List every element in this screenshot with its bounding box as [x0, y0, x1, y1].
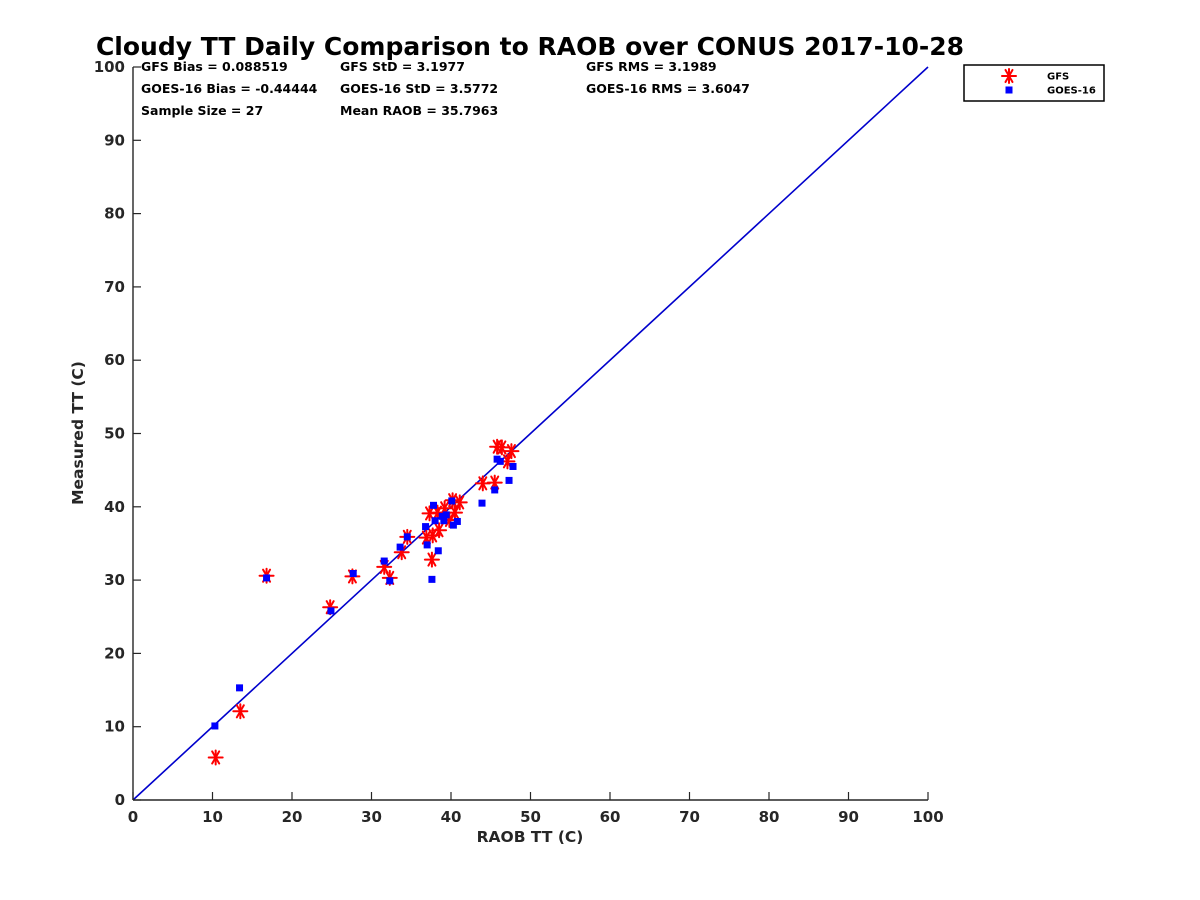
goes16-point	[380, 557, 388, 565]
stat-text: Mean RAOB = 35.7963	[340, 103, 498, 118]
y-tick-label: 100	[94, 58, 125, 76]
legend-label: GOES-16	[1047, 86, 1096, 97]
gfs-point	[423, 551, 440, 568]
goes16-point	[434, 547, 442, 555]
x-tick-label: 90	[838, 808, 859, 826]
y-tick-label: 70	[104, 278, 125, 296]
stat-text: GFS StD = 3.1977	[340, 59, 465, 74]
goes16-point	[478, 499, 486, 507]
goes16-point	[453, 517, 461, 525]
x-tick-label: 0	[128, 808, 138, 826]
y-axis-label: Measured TT (C)	[69, 361, 87, 505]
y-tick-label: 80	[104, 205, 125, 223]
plot-area	[132, 66, 929, 801]
goes16-point	[505, 476, 513, 484]
chart-title: Cloudy TT Daily Comparison to RAOB over …	[96, 32, 964, 61]
y-tick-label: 60	[104, 351, 125, 369]
gfs-point	[503, 443, 520, 460]
goes16-point	[428, 575, 436, 583]
legend-goes16-marker	[1005, 86, 1013, 94]
legend: GFS GOES-16	[963, 64, 1105, 102]
x-tick-label: 60	[600, 808, 621, 826]
goes16-point	[396, 543, 404, 551]
stat-text: Sample Size = 27	[141, 103, 263, 118]
stat-text: GOES-16 RMS = 3.6047	[586, 81, 750, 96]
x-tick-label: 80	[759, 808, 780, 826]
x-tick-label: 100	[912, 808, 943, 826]
goes16-point	[449, 521, 457, 529]
stat-text: GFS RMS = 3.1989	[586, 59, 717, 74]
goes16-point	[423, 541, 431, 549]
goes16-point	[448, 497, 456, 505]
x-tick-label: 20	[282, 808, 303, 826]
axes: 0 10 20 30 40 50 60 70 80 90 100 0 10 20 30 40 50 60 70 80 9…	[94, 58, 944, 826]
gfs-point	[431, 522, 448, 539]
goes16-point	[438, 512, 446, 520]
legend-gfs-marker	[1001, 68, 1017, 84]
x-tick-label: 70	[679, 808, 700, 826]
goes16-point	[440, 517, 448, 525]
y-tick-label: 10	[104, 718, 125, 736]
goes16-point	[491, 486, 499, 494]
goes16-point	[327, 607, 335, 615]
y-tick-label: 90	[104, 131, 125, 149]
goes16-point	[496, 457, 504, 465]
goes16-point	[403, 533, 411, 541]
goes16-point	[349, 570, 357, 578]
y-tick-label: 40	[104, 498, 125, 516]
x-tick-label: 30	[361, 808, 382, 826]
goes16-point	[211, 722, 219, 730]
gfs-point	[232, 703, 249, 720]
goes16-point	[422, 523, 430, 531]
gfs-point	[207, 749, 224, 766]
x-axis-label: RAOB TT (C)	[477, 828, 584, 846]
goes16-point	[263, 574, 271, 582]
x-tick-label: 50	[520, 808, 541, 826]
stat-text: GOES-16 StD = 3.5772	[340, 81, 498, 96]
series-goes16	[211, 455, 517, 730]
legend-label: GFS	[1047, 72, 1069, 83]
legend-box	[963, 64, 1105, 102]
goes16-point	[509, 462, 517, 470]
y-tick-label: 50	[104, 425, 125, 443]
statistics-panel: GFS Bias = 0.088519 GFS StD = 3.1977 GFS R…	[141, 59, 750, 118]
gfs-point	[446, 504, 463, 521]
goes16-point	[236, 684, 244, 692]
stat-text: GFS Bias = 0.088519	[141, 59, 288, 74]
goes16-point	[430, 501, 438, 509]
goes16-point	[386, 577, 394, 585]
x-tick-label: 10	[202, 808, 223, 826]
y-tick-label: 30	[104, 571, 125, 589]
stat-text: GOES-16 Bias = -0.44444	[141, 81, 318, 96]
y-tick-label: 20	[104, 644, 125, 662]
goes16-point	[442, 511, 450, 519]
goes16-point	[431, 517, 439, 525]
x-tick-label: 40	[441, 808, 462, 826]
y-tick-label: 0	[115, 791, 125, 809]
one-to-one-line	[132, 66, 929, 801]
